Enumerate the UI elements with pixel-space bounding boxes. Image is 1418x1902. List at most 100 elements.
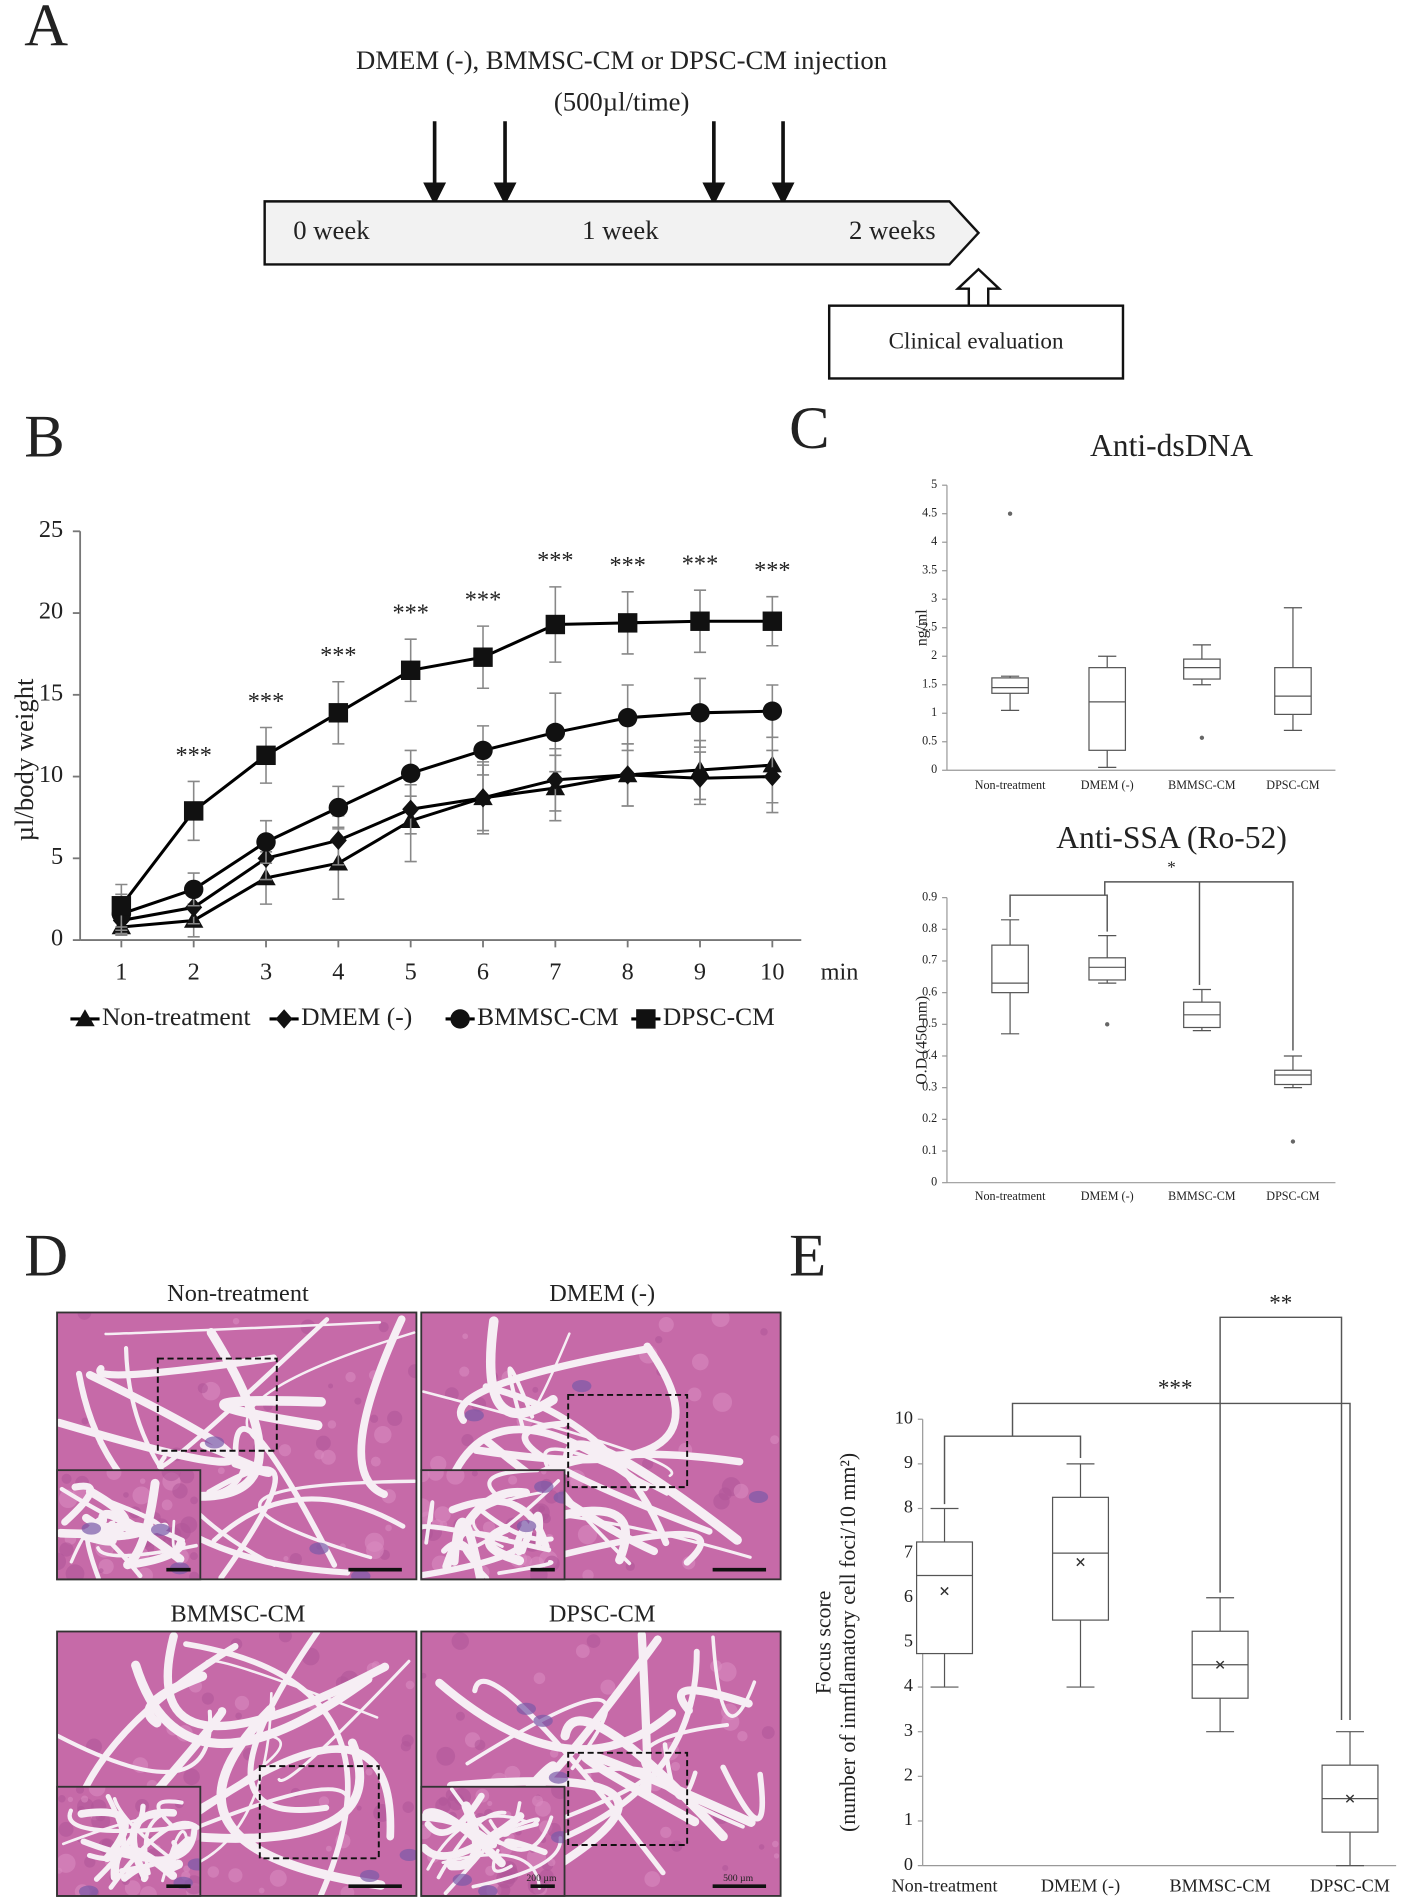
panel-label: D xyxy=(24,1222,68,1289)
marker xyxy=(185,897,203,918)
y-tick-label: 2.5 xyxy=(922,620,937,634)
panel-label: B xyxy=(24,404,64,471)
scale-label: 200 µm xyxy=(526,1873,557,1884)
tissue-dot xyxy=(586,1634,601,1648)
tissue-dot xyxy=(461,1434,474,1447)
inset-box xyxy=(258,1765,380,1860)
tissue-dot xyxy=(438,1796,448,1806)
x-tick-label: Non-treatment xyxy=(891,1876,997,1896)
tissue-dot xyxy=(132,1486,151,1505)
tissue-septum xyxy=(422,1390,674,1478)
significance: *** xyxy=(465,586,501,613)
image-title: DPSC-CM xyxy=(549,1600,656,1627)
tissue-dot xyxy=(81,1417,89,1425)
y-tick-label: 1 xyxy=(931,705,937,719)
legend-label: DMEM (-) xyxy=(301,1002,412,1031)
tissue-dot xyxy=(471,1470,478,1477)
image-frame xyxy=(56,1630,418,1897)
significance: *** xyxy=(320,642,356,669)
tissue-septum xyxy=(156,1799,184,1830)
y-tick-label: 10 xyxy=(895,1407,913,1427)
tissue-septum xyxy=(471,1491,543,1548)
legend-label: BMMSC-CM xyxy=(477,1002,619,1031)
tissue-septum xyxy=(171,1519,180,1550)
tissue-dot xyxy=(575,1644,590,1658)
tissue-dot xyxy=(190,1496,198,1505)
significance: *** xyxy=(175,742,211,769)
bracket xyxy=(1219,1316,1343,1721)
duct xyxy=(399,1848,417,1862)
injection-arrows xyxy=(423,121,795,206)
tissue-dot xyxy=(758,1844,765,1850)
tissue-dot xyxy=(197,1383,208,1394)
chart: B 0 5 10 15 20 25 1 2 3 4 5 6 7 8 9 10 min µl/body weight N… xyxy=(9,404,859,1031)
tissue-septum xyxy=(183,1641,351,1896)
tissue-dot xyxy=(451,1632,469,1650)
outlier xyxy=(1105,1022,1110,1027)
y-tick-label: 3 xyxy=(904,1720,913,1740)
duct xyxy=(553,1491,565,1504)
tissue-septum xyxy=(677,1686,753,1715)
tissue-image xyxy=(421,1786,565,1896)
tissue-dot xyxy=(172,1483,188,1499)
tissue-dot xyxy=(232,1317,240,1325)
y-tick-label: 6 xyxy=(904,1586,913,1606)
y-tick-label: 4 xyxy=(931,534,937,548)
y-axis-label: µl/body weight xyxy=(9,678,39,841)
tissue-image xyxy=(57,1470,201,1580)
panel-a: A DMEM (-), BMMSC-CM or DPSC-CM injectio… xyxy=(24,0,1125,380)
chart: C 0 0.5 1 1.5 2 2.5 3 3.5 4 4.5 5 Anti-dsDNA ng/ml Non… xyxy=(789,395,1336,792)
x-tick-label: DMEM (-) xyxy=(1081,778,1134,792)
legend-label: Non-treatment xyxy=(102,1002,251,1031)
tissue-dot xyxy=(427,1470,444,1481)
image-frame xyxy=(420,1311,782,1581)
x-tick-label: 7 xyxy=(549,959,561,986)
marker xyxy=(690,611,710,631)
tissue-septum xyxy=(542,1447,669,1566)
tissue-dot xyxy=(482,1521,496,1534)
tissue-dot xyxy=(577,1525,598,1545)
tissue-dot xyxy=(180,1516,198,1534)
tissue-dot xyxy=(139,1886,157,1896)
tissue-dot xyxy=(106,1470,122,1480)
mean xyxy=(1076,1557,1085,1567)
tissue-dot xyxy=(436,1746,456,1766)
panel-label: C xyxy=(789,395,829,462)
mean xyxy=(1345,1794,1355,1803)
tissue-image xyxy=(421,1312,781,1580)
tissue-dot xyxy=(600,1679,616,1695)
tissue-dot xyxy=(642,1458,654,1470)
tissue-dot xyxy=(77,1312,92,1320)
duct xyxy=(187,1858,201,1871)
duct xyxy=(534,1480,554,1493)
tissue-septum xyxy=(446,1801,482,1871)
tissue-dot xyxy=(541,1470,547,1475)
tissue-dot xyxy=(538,1505,545,1513)
tissue-dot xyxy=(474,1739,486,1751)
marker xyxy=(329,830,347,851)
outlier xyxy=(1007,511,1013,516)
y-tick-label: 0.1 xyxy=(922,1143,937,1157)
tissue-dot xyxy=(421,1672,427,1679)
tissue-dot xyxy=(234,1695,250,1711)
legend-label: DPSC-CM xyxy=(663,1002,775,1031)
scale-label: 500 µm xyxy=(723,1873,754,1884)
tissue-dot xyxy=(722,1864,729,1872)
significance: *** xyxy=(754,557,790,584)
tissue-dot xyxy=(364,1532,385,1552)
tissue-dot xyxy=(278,1631,292,1643)
tissue-dot xyxy=(345,1371,356,1383)
tissue-dot xyxy=(183,1768,200,1786)
tissue-dot xyxy=(235,1712,242,1720)
tissue-dot xyxy=(91,1811,111,1831)
tissue-dot xyxy=(549,1749,559,1758)
tissue-dot xyxy=(61,1473,72,1484)
tissue-image xyxy=(421,1470,565,1580)
y-tick-label: 0.4 xyxy=(922,1048,937,1062)
tissue-septum xyxy=(486,1316,558,1418)
y-tick-label: 4.5 xyxy=(922,505,937,519)
tissue-dot xyxy=(318,1796,330,1807)
panel-label: A xyxy=(24,0,68,59)
tissue-dot xyxy=(124,1880,141,1896)
marker xyxy=(183,801,204,821)
